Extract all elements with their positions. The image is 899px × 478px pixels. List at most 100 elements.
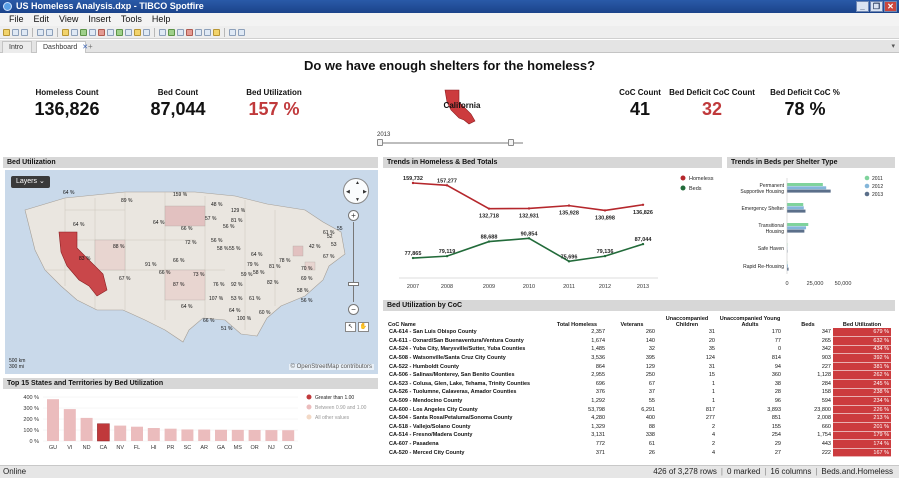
state-utilization-label[interactable]: 66 % bbox=[159, 270, 171, 276]
state-utilization-label[interactable]: 159 % bbox=[173, 192, 188, 198]
pie-chart-icon[interactable] bbox=[98, 28, 105, 36]
state-utilization-label[interactable]: 78 % bbox=[279, 258, 291, 264]
state-utilization-label[interactable]: 57 % bbox=[205, 216, 217, 222]
state-utilization-label[interactable]: 55 % bbox=[229, 246, 241, 252]
table-row[interactable]: CA-504 - Santa Rosa/Petaluma/Sonoma Coun… bbox=[387, 413, 891, 424]
zoom-slider-track[interactable] bbox=[353, 222, 354, 302]
tab-dashboard[interactable]: Dashboard ✕ bbox=[36, 41, 89, 53]
state-utilization-label[interactable]: 83 % bbox=[79, 256, 91, 262]
pan-up-icon[interactable]: ▲ bbox=[355, 180, 360, 186]
menu-view[interactable]: View bbox=[59, 14, 79, 24]
column-header[interactable]: Bed Utilization bbox=[842, 322, 882, 328]
zoom-slider-handle[interactable] bbox=[348, 282, 359, 286]
state-utilization-label[interactable]: 107 % bbox=[209, 296, 224, 302]
menu-file[interactable]: File bbox=[9, 14, 24, 24]
open-file-icon[interactable] bbox=[3, 28, 10, 36]
scatter-plot-icon[interactable] bbox=[107, 28, 114, 36]
table-row[interactable]: CA-607 - Pasadena 772 61 2 29 443 174 % bbox=[387, 439, 891, 449]
box-plot-icon[interactable] bbox=[186, 28, 193, 36]
layers-button[interactable]: Layers ⌄ bbox=[11, 176, 50, 188]
marking-tool-icon[interactable]: ↖ bbox=[345, 322, 356, 332]
california-state-shape[interactable] bbox=[437, 88, 487, 126]
state-utilization-label[interactable]: 58 % bbox=[253, 270, 265, 276]
state-utilization-label[interactable]: 67 % bbox=[119, 276, 131, 282]
map-pan-control[interactable]: ▲ ▼ ◀ ▶ bbox=[343, 178, 369, 204]
table-row[interactable]: CA-526 - Tuolumne, Calaveras, Amador Cou… bbox=[387, 388, 891, 398]
year-slider[interactable] bbox=[377, 139, 523, 146]
redo-icon[interactable] bbox=[46, 28, 53, 36]
state-utilization-label[interactable]: 64 % bbox=[181, 304, 193, 310]
state-utilization-label[interactable]: 64 % bbox=[251, 252, 263, 258]
state-utilization-label[interactable]: 89 % bbox=[121, 198, 133, 204]
state-utilization-label[interactable]: 60 % bbox=[259, 310, 271, 316]
state-utilization-label[interactable]: 91 % bbox=[145, 262, 157, 268]
state-utilization-label[interactable]: 100 % bbox=[237, 316, 252, 322]
state-utilization-label[interactable]: 42 % bbox=[309, 244, 321, 250]
state-utilization-label[interactable]: 92 % bbox=[231, 282, 243, 288]
state-utilization-label[interactable]: 81 % bbox=[269, 264, 281, 270]
pan-down-icon[interactable]: ▼ bbox=[355, 197, 360, 203]
zoom-out-button[interactable]: − bbox=[348, 304, 359, 315]
state-utilization-label[interactable]: 70 % bbox=[301, 266, 313, 272]
pan-left-icon[interactable]: ◀ bbox=[346, 189, 350, 195]
summary-table-icon[interactable] bbox=[204, 28, 211, 36]
state-utilization-label[interactable]: 87 % bbox=[173, 282, 185, 288]
bar-chart-icon[interactable] bbox=[80, 28, 87, 36]
graphical-table-icon[interactable] bbox=[168, 28, 175, 36]
state-utilization-label[interactable]: 58 % bbox=[217, 246, 229, 252]
undo-icon[interactable] bbox=[37, 28, 44, 36]
close-tab-icon[interactable]: ✕ bbox=[82, 44, 89, 51]
table-row[interactable]: CA-522 - Humboldt County 864 129 31 94 227 381… bbox=[387, 362, 891, 372]
layout-icon[interactable] bbox=[229, 28, 236, 36]
table-row[interactable]: CA-520 - Merced City County 371 26 4 27 222 16… bbox=[387, 448, 891, 458]
filter-icon[interactable] bbox=[62, 28, 69, 36]
minimize-button[interactable]: _ bbox=[856, 1, 869, 12]
state-utilization-label[interactable]: 48 % bbox=[211, 202, 223, 208]
slider-handle-end[interactable] bbox=[508, 139, 514, 146]
fullscreen-icon[interactable] bbox=[238, 28, 245, 36]
state-utilization-label[interactable]: 58 % bbox=[297, 288, 309, 294]
line-chart-icon[interactable] bbox=[89, 28, 96, 36]
data-table-name[interactable]: Beds.and.Homeless bbox=[821, 467, 893, 476]
state-utilization-label[interactable]: 82 % bbox=[267, 280, 279, 286]
state-utilization-label[interactable]: 129 % bbox=[231, 208, 246, 214]
column-header[interactable]: Unaccompanied Young Adults bbox=[719, 316, 781, 328]
column-header[interactable]: Veterans bbox=[620, 322, 644, 328]
add-page-button[interactable]: + bbox=[88, 42, 93, 51]
tab-intro[interactable]: Intro bbox=[2, 41, 32, 53]
state-utilization-label[interactable]: 64 % bbox=[229, 308, 241, 314]
pan-tool-icon[interactable]: ✋ bbox=[358, 322, 369, 332]
state-utilization-label[interactable]: 66 % bbox=[181, 226, 193, 232]
state-utilization-label[interactable]: 61 % bbox=[249, 296, 261, 302]
table-row[interactable]: CA-614 - San Luis Obispo County 2,357 260 3… bbox=[387, 328, 891, 338]
text-area-icon[interactable] bbox=[159, 28, 166, 36]
table-icon[interactable] bbox=[71, 28, 78, 36]
state-utilization-label[interactable]: 64 % bbox=[63, 190, 75, 196]
menu-edit[interactable]: Edit bbox=[33, 14, 50, 24]
column-header[interactable]: Total Homeless bbox=[556, 322, 598, 328]
column-header[interactable]: Beds bbox=[801, 322, 815, 328]
state-utilization-label[interactable]: 79 % bbox=[247, 262, 259, 268]
state-utilization-label[interactable]: 64 % bbox=[153, 220, 165, 226]
waterfall-icon[interactable] bbox=[195, 28, 202, 36]
table-row[interactable]: CA-508 - Watsonville/Santa Cruz City Cou… bbox=[387, 353, 891, 363]
table-row[interactable]: CA-506 - Salinas/Monterey, San Benito Co… bbox=[387, 370, 891, 381]
state-utilization-label[interactable]: 66 % bbox=[203, 318, 215, 324]
state-utilization-label[interactable]: 72 % bbox=[185, 240, 197, 246]
cross-table-icon[interactable] bbox=[143, 28, 150, 36]
state-utilization-label[interactable]: 56 % bbox=[223, 224, 235, 230]
state-utilization-label[interactable]: 66 % bbox=[173, 258, 185, 264]
table-row[interactable]: CA-611 - Oxnard/San Buenaventura/Ventura… bbox=[387, 336, 891, 346]
state-utilization-label[interactable]: 56 % bbox=[301, 298, 313, 304]
map-chart-icon[interactable] bbox=[116, 28, 123, 36]
slider-handle-start[interactable] bbox=[377, 139, 383, 146]
state-utilization-label[interactable]: 81 % bbox=[231, 218, 243, 224]
state-utilization-label[interactable]: 59 % bbox=[241, 272, 253, 278]
bed-utilization-map[interactable]: Layers ⌄ 64 % 89 % 159 % 48 % 64 % 129 % 57 % 8… bbox=[5, 170, 378, 374]
state-utilization-label[interactable]: 88 % bbox=[113, 244, 125, 250]
menu-insert[interactable]: Insert bbox=[88, 14, 111, 24]
state-utilization-label[interactable]: 69 % bbox=[301, 276, 313, 282]
pan-right-icon[interactable]: ▶ bbox=[363, 189, 367, 195]
state-utilization-label[interactable]: 64 % bbox=[73, 222, 85, 228]
